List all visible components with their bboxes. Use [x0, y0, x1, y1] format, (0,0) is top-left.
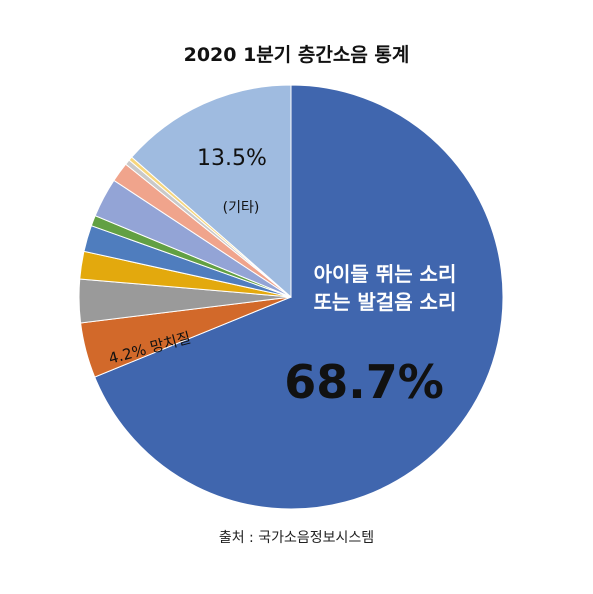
- pie-slices: [78, 84, 504, 510]
- chart-title: 2020 1분기 층간소음 통계: [183, 44, 410, 66]
- source-note: 출처 : 국가소음정보시스템: [218, 530, 375, 546]
- main-slice-percent: 68.7%: [284, 355, 444, 409]
- pie-slice-0: [94, 84, 504, 510]
- main-slice-label-line1: 아이들 뛰는 소리: [314, 262, 457, 286]
- other-slice-label: (기타): [223, 200, 260, 216]
- main-slice-label-line2: 또는 발걸음 소리: [314, 290, 457, 314]
- pie-slice-10: [131, 84, 292, 299]
- other-slice-percent: 13.5%: [197, 146, 267, 171]
